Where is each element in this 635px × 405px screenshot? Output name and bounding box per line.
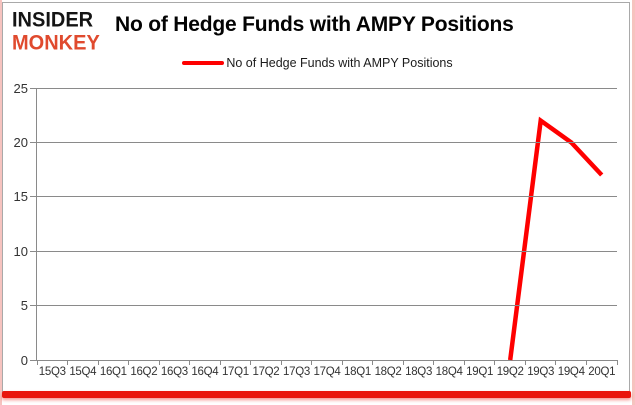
y-axis-tick: [30, 141, 37, 143]
x-axis-tick: [280, 360, 282, 365]
x-axis-label: 19Q4: [557, 366, 585, 378]
x-axis-tick: [372, 360, 374, 365]
x-axis-label: 18Q3: [405, 366, 433, 378]
x-axis-tick: [158, 360, 160, 365]
y-axis-tick: [30, 196, 37, 198]
x-axis-label: 16Q1: [99, 366, 127, 378]
x-axis-label: 17Q2: [252, 366, 280, 378]
chart-legend: No of Hedge Funds with AMPY Positions: [0, 56, 635, 70]
y-gridline: [37, 250, 617, 252]
y-axis-label: 20: [13, 134, 28, 150]
x-axis-label: 17Q3: [283, 366, 310, 378]
x-axis-tick: [97, 360, 99, 365]
x-axis-label: 15Q4: [69, 366, 97, 378]
x-axis-label: 19Q1: [466, 366, 494, 378]
y-axis-tick: [30, 359, 37, 361]
logo-word-monkey: MONKEY: [12, 30, 100, 55]
x-axis-label: 17Q4: [313, 366, 341, 378]
y-axis-label: 5: [20, 298, 28, 314]
x-axis-label: 16Q4: [191, 366, 219, 378]
x-axis-tick: [555, 360, 557, 365]
x-axis-tick: [433, 360, 435, 365]
x-axis-tick: [219, 360, 221, 365]
series-line: [507, 116, 604, 361]
x-axis-label: 18Q1: [344, 366, 371, 378]
y-axis-tick: [30, 87, 37, 89]
x-axis-tick: [494, 360, 496, 365]
x-axis-tick: [67, 360, 69, 365]
insider-monkey-logo: INSIDER MONKEY: [12, 7, 100, 55]
y-gridline: [37, 87, 617, 89]
y-axis-label: 15: [13, 189, 28, 205]
y-gridline: [37, 141, 617, 143]
y-axis-label: 0: [20, 352, 28, 368]
bottom-accent-bar: [2, 391, 631, 398]
logo-word-insider: INSIDER: [12, 7, 94, 32]
hedge-funds-line-chart: [507, 116, 604, 361]
x-axis-label: 16Q3: [160, 366, 188, 378]
x-axis-label: 19Q2: [496, 366, 524, 378]
x-axis-label: 17Q1: [221, 366, 249, 378]
x-axis-tick: [524, 360, 526, 365]
x-axis-tick: [189, 360, 191, 365]
x-axis-tick: [311, 360, 313, 365]
y-axis-tick: [30, 305, 37, 307]
x-axis-tick: [128, 360, 130, 365]
x-axis-tick: [585, 360, 587, 365]
x-axis-tick: [402, 360, 404, 365]
x-axis-label: 16Q2: [130, 366, 158, 378]
y-axis-label: 10: [13, 243, 28, 259]
x-axis-label: 15Q3: [38, 366, 66, 378]
legend-label: No of Hedge Funds with AMPY Positions: [226, 56, 453, 70]
y-gridline: [37, 196, 617, 198]
x-axis-tick: [463, 360, 465, 365]
x-axis-label: 20Q1: [588, 366, 616, 378]
y-gridline: [37, 305, 617, 307]
x-axis-label: 19Q3: [527, 366, 555, 378]
legend-line-icon: [182, 60, 225, 66]
page-title: No of Hedge Funds with AMPY Positions: [115, 13, 514, 36]
x-axis-label: 18Q2: [374, 366, 402, 378]
y-axis-label: 25: [13, 80, 28, 96]
x-axis-tick: [341, 360, 343, 365]
x-axis-tick: [616, 360, 618, 365]
x-axis-tick: [250, 360, 252, 365]
plot-area: 0 5 10 15 20 25 15Q3 15Q4 16Q1 16Q2 16Q3 16Q4 17Q1 17…: [14, 82, 618, 378]
x-axis-tick: [36, 360, 38, 365]
x-axis-label: 18Q4: [435, 366, 463, 378]
y-axis-tick: [30, 250, 37, 252]
